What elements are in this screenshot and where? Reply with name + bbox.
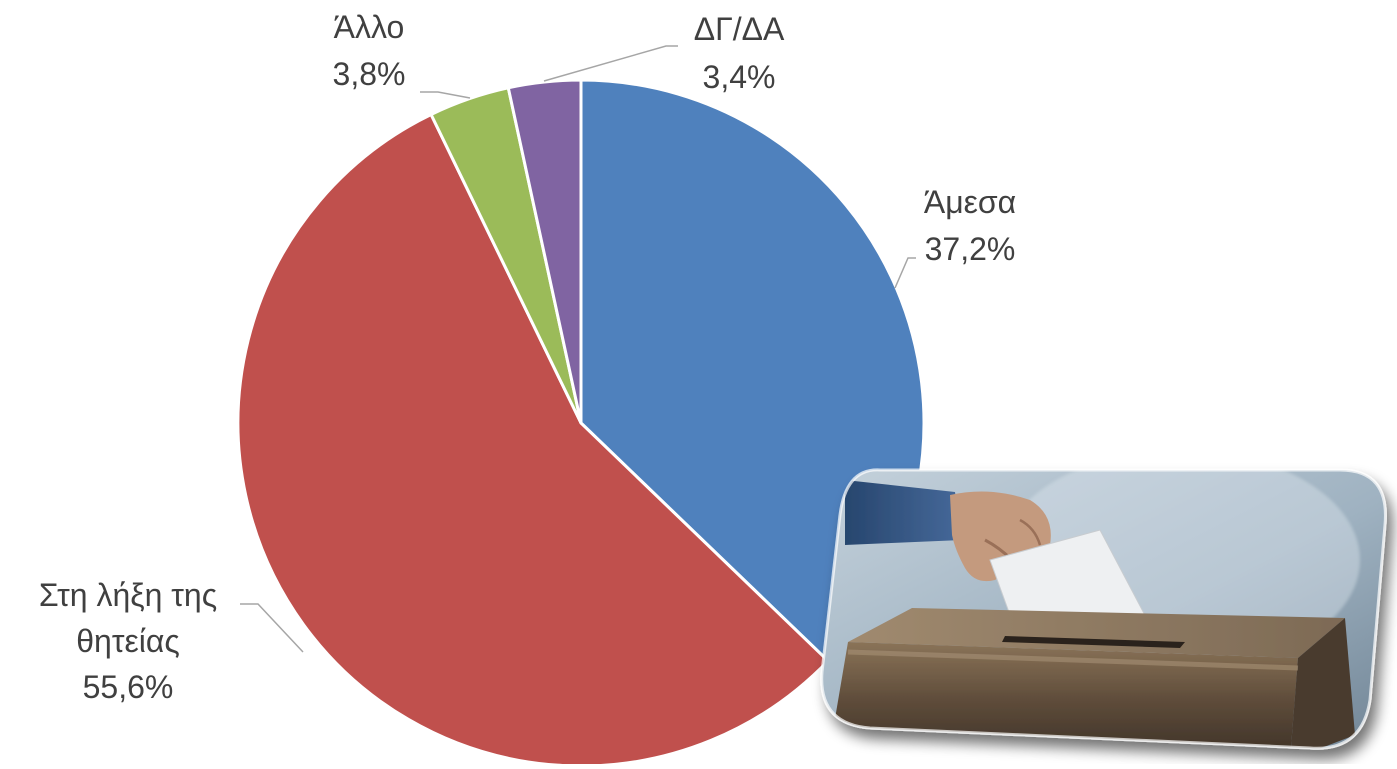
slice-value-label: 37,2% (925, 231, 1016, 267)
slice-category-label: Στη λήξη της (39, 577, 217, 613)
slice-category-label: θητείας (76, 623, 180, 659)
pie-slice (506, 78, 583, 425)
slice-value-label: 3,8% (333, 56, 406, 92)
leader-line (420, 91, 471, 99)
leader-line (240, 603, 304, 653)
slice-category-label: ΔΓ/ΔΑ (694, 11, 785, 47)
pie-slice (236, 113, 830, 768)
slice-value-label: 3,4% (703, 59, 776, 95)
slice-category-label: Άλλο (334, 9, 405, 45)
ballot-box-illustration (820, 468, 1387, 750)
slice-category-label: Άμεσα (924, 184, 1016, 220)
pie-slices (236, 78, 926, 768)
leader-line (894, 257, 916, 289)
leader-line (543, 45, 678, 82)
data-labels: Άμεσα 37,2% Στη λήξη της θητείας 55,6% Άλλο 3,… (39, 9, 1016, 705)
slice-value-label: 55,6% (83, 669, 174, 705)
leader-lines (240, 45, 916, 653)
